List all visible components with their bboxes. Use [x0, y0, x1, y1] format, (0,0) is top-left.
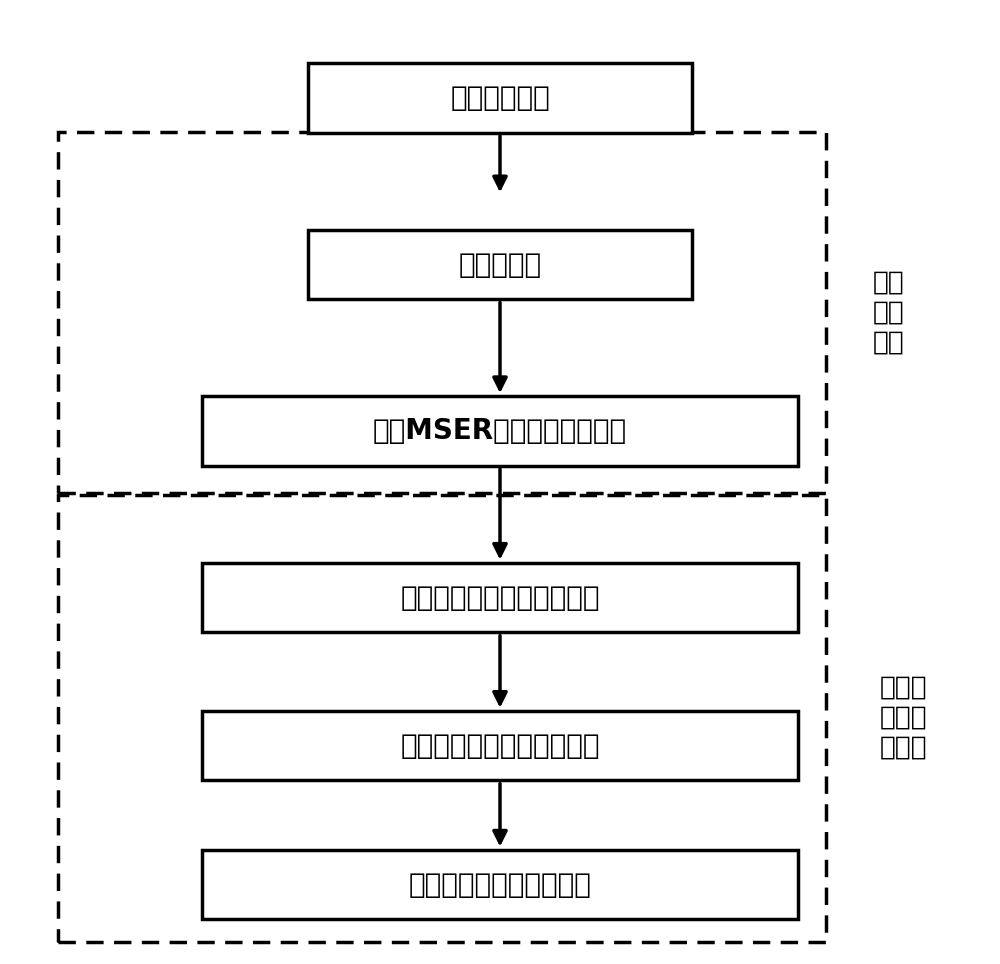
Bar [202, 396, 798, 466]
Text: 求取稳定极值区域的圆形度: 求取稳定极值区域的圆形度 [400, 583, 600, 612]
Bar [58, 495, 826, 942]
Text: 乘客
目标
分割: 乘客 目标 分割 [873, 270, 905, 356]
Bar [202, 850, 798, 920]
Bar [308, 64, 692, 133]
Text: 读取深度图像: 读取深度图像 [450, 84, 550, 112]
Bar [58, 132, 826, 494]
Text: 采用MSER提取稳定极值区域: 采用MSER提取稳定极值区域 [373, 417, 627, 445]
Bar [308, 229, 692, 299]
Bar [202, 563, 798, 632]
Text: 基于人头圆形度的乘客检测: 基于人头圆形度的乘客检测 [400, 732, 600, 760]
Text: 形态学处理: 形态学处理 [458, 251, 542, 279]
Text: 乘客目
标检测
与跟踪: 乘客目 标检测 与跟踪 [879, 675, 927, 761]
Text: 基于人头重心的运动跟踪: 基于人头重心的运动跟踪 [409, 870, 591, 898]
Bar [202, 711, 798, 781]
